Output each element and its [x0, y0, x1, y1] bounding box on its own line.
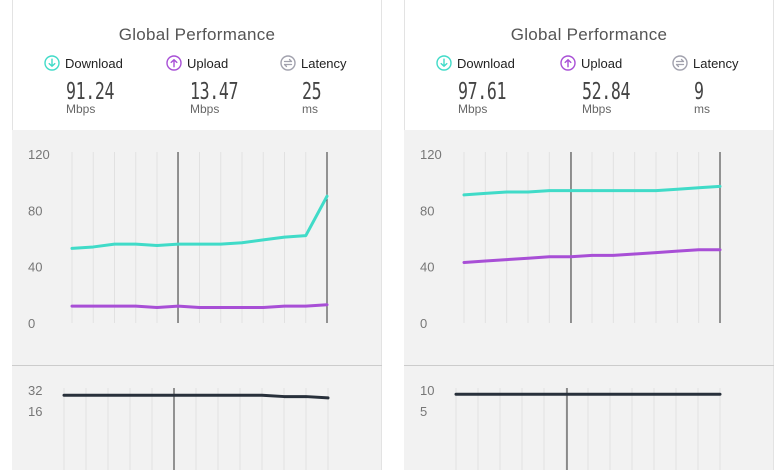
speed-chart: 0 40 80 120: [420, 147, 722, 331]
stat-download: Download 91.24 Mbps: [44, 54, 154, 116]
panel-border: [381, 0, 382, 470]
stat-value: 97.61: [458, 79, 507, 105]
y-tick-label: 120: [420, 147, 442, 162]
y-tick-label: 0: [420, 316, 427, 331]
series-line: [462, 184, 722, 197]
stat-upload: Upload 13.47 Mbps: [166, 54, 276, 116]
stat-value: 25: [302, 79, 322, 105]
stat-label: Latency: [301, 55, 347, 71]
arrow-up-circle-icon: [560, 55, 576, 71]
stat-value: 9: [694, 79, 704, 105]
arrow-down-circle-icon: [436, 55, 452, 71]
y-tick-label: 10: [420, 383, 434, 398]
stat-download: Download 97.61 Mbps: [436, 54, 546, 116]
chart-background: [404, 130, 773, 365]
y-tick-label: 32: [28, 383, 42, 398]
stat-unit: Mbps: [582, 102, 612, 116]
stat-label: Upload: [581, 55, 623, 71]
stat-unit: Mbps: [66, 102, 96, 116]
y-tick-label: 5: [420, 404, 427, 419]
stat-unit: Mbps: [190, 102, 220, 116]
stat-latency: Latency 9 ms: [672, 54, 780, 116]
panel-left: Global Performance Download 91.24 Mbps U…: [12, 0, 382, 470]
series-line: [70, 303, 329, 310]
y-tick-label: 0: [28, 316, 35, 331]
y-tick-label: 80: [420, 203, 434, 218]
stat-unit: Mbps: [458, 102, 488, 116]
stat-label: Download: [457, 55, 515, 71]
panel-border: [773, 0, 774, 470]
stat-label: Download: [65, 55, 123, 71]
speed-chart: 0 40 80 120: [28, 147, 329, 331]
y-tick-label: 80: [28, 203, 42, 218]
latency-circle-icon: [672, 55, 688, 71]
series-line: [62, 393, 330, 400]
series-line: [462, 248, 722, 264]
stat-value: 52.84: [582, 79, 631, 105]
stat-value: 13.47: [190, 79, 239, 105]
stat-upload: Upload 52.84 Mbps: [560, 54, 670, 116]
y-tick-label: 120: [28, 147, 50, 162]
panel-right: Global Performance Download 97.61 Mbps U…: [404, 0, 774, 470]
arrow-up-circle-icon: [166, 55, 182, 71]
stat-label: Upload: [187, 55, 229, 71]
stat-unit: ms: [302, 102, 318, 116]
stat-unit: ms: [694, 102, 710, 116]
divider: [12, 365, 382, 366]
stat-value: 91.24: [66, 79, 115, 105]
divider: [404, 365, 774, 366]
y-tick-label: 40: [28, 260, 42, 275]
latency-circle-icon: [280, 55, 296, 71]
stat-latency: Latency 25 ms: [280, 54, 390, 116]
series-line: [70, 194, 329, 250]
latency-chart: 510: [420, 383, 722, 470]
stat-label: Latency: [693, 55, 739, 71]
panel-title: Global Performance: [118, 25, 276, 44]
y-tick-label: 40: [420, 260, 434, 275]
y-tick-label: 16: [28, 404, 42, 419]
arrow-down-circle-icon: [44, 55, 60, 71]
panel-title: Global Performance: [510, 25, 668, 44]
